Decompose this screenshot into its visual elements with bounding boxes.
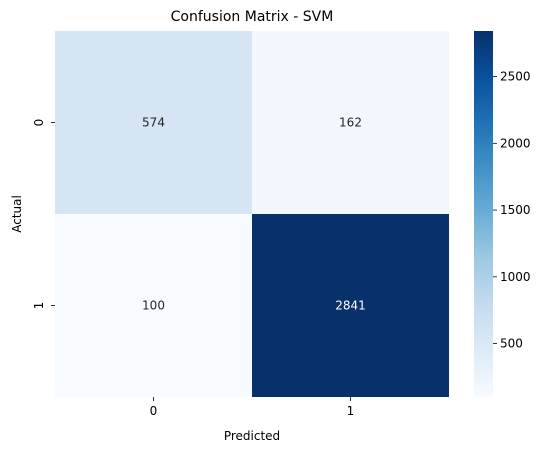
chart-title: Confusion Matrix - SVM bbox=[171, 9, 334, 25]
heatmap-cell-1-0 bbox=[55, 214, 252, 397]
colorbar-tick-label-0: 500 bbox=[500, 337, 523, 351]
cell-label-1-0: 100 bbox=[142, 299, 165, 313]
x-axis-label: Predicted bbox=[224, 429, 280, 443]
colorbar-tick-label-3: 2000 bbox=[500, 136, 531, 150]
colorbar: 500 1000 1500 2000 2500 bbox=[474, 31, 531, 397]
y-axis-label: Actual bbox=[10, 195, 24, 233]
heatmap-cell-1-1 bbox=[252, 214, 449, 397]
colorbar-tick-label-2: 1500 bbox=[500, 203, 531, 217]
heatmap-cell-0-1 bbox=[252, 31, 449, 214]
cell-label-1-1: 2841 bbox=[335, 299, 366, 313]
heatmap-cells: 574 162 100 2841 bbox=[55, 31, 449, 397]
colorbar-tick-label-1: 1000 bbox=[500, 270, 531, 284]
y-tick-label-0: 0 bbox=[32, 119, 46, 127]
cell-label-0-1: 162 bbox=[339, 116, 362, 130]
heatmap-cell-0-0 bbox=[55, 31, 252, 214]
x-tick-label-1: 1 bbox=[347, 404, 355, 418]
x-tick-label-0: 0 bbox=[150, 404, 158, 418]
colorbar-gradient bbox=[474, 31, 493, 397]
y-axis: 01 bbox=[32, 119, 55, 310]
y-tick-label-1: 1 bbox=[32, 302, 46, 310]
cell-label-0-0: 574 bbox=[142, 116, 165, 130]
colorbar-tick-label-4: 2500 bbox=[500, 70, 531, 84]
